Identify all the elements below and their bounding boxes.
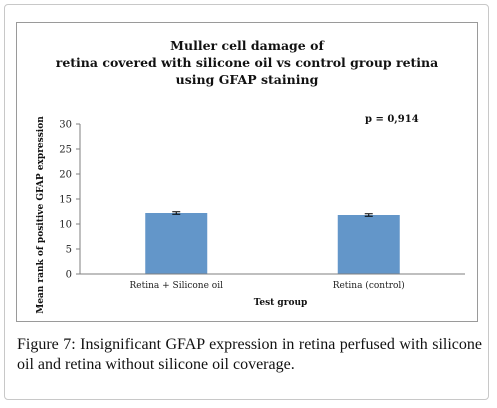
bar bbox=[337, 215, 400, 274]
y-tick-label: 15 bbox=[59, 195, 72, 206]
y-tick-label: 25 bbox=[59, 145, 72, 156]
y-axis: 0 5 10 15 20 25 30 bbox=[59, 120, 81, 281]
chart: Muller cell damage of retina covered with… bbox=[36, 38, 465, 314]
y-tick-label: 20 bbox=[59, 170, 72, 181]
y-tick-label: 10 bbox=[59, 220, 72, 231]
x-tick-label: Retina + Silicone oil bbox=[130, 281, 224, 291]
figure-panel: Muller cell damage of retina covered with… bbox=[4, 4, 489, 400]
x-axis-title: Test group bbox=[254, 298, 308, 308]
y-tick-label: 30 bbox=[59, 120, 72, 131]
chart-title-line: using GFAP staining bbox=[176, 72, 319, 87]
chart-title-line: Muller cell damage of bbox=[170, 38, 325, 53]
bars bbox=[145, 211, 400, 274]
x-axis: Retina + Silicone oil Retina (control) bbox=[80, 273, 465, 291]
caption-text: Insignificant GFAP expression in retina … bbox=[17, 336, 482, 373]
bar bbox=[145, 213, 208, 274]
p-value-annotation: p = 0,914 bbox=[365, 114, 419, 125]
y-tick-label: 5 bbox=[66, 245, 72, 256]
chart-frame: Muller cell damage of retina covered with… bbox=[16, 22, 478, 322]
chart-title: Muller cell damage of retina covered with… bbox=[56, 38, 439, 87]
y-axis-title: Mean rank of positive GFAP expression bbox=[36, 116, 46, 314]
y-tick-label: 0 bbox=[66, 270, 72, 281]
chart-title-line: retina covered with silicone oil vs cont… bbox=[56, 55, 439, 70]
caption-label: Figure 7: bbox=[17, 336, 76, 353]
x-tick-label: Retina (control) bbox=[333, 280, 405, 291]
figure-caption: Figure 7: Insignificant GFAP expression … bbox=[17, 335, 482, 375]
